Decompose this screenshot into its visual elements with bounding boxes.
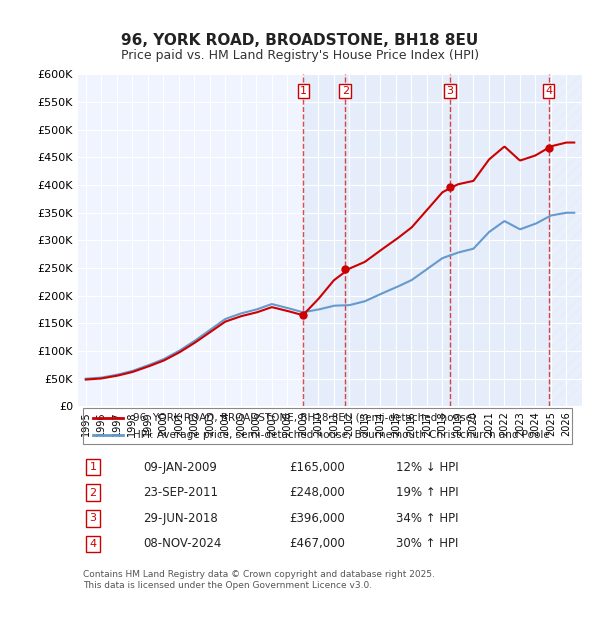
Bar	[548, 74, 582, 406]
Bar	[345, 74, 450, 406]
Text: 09-JAN-2009: 09-JAN-2009	[143, 461, 217, 474]
Text: £396,000: £396,000	[290, 512, 346, 525]
Text: 34% ↑ HPI: 34% ↑ HPI	[395, 512, 458, 525]
Text: 3: 3	[89, 513, 97, 523]
Text: 96, YORK ROAD, BROADSTONE, BH18 8EU: 96, YORK ROAD, BROADSTONE, BH18 8EU	[121, 33, 479, 48]
Text: 1: 1	[89, 462, 97, 472]
Text: 08-NOV-2024: 08-NOV-2024	[143, 538, 222, 551]
Text: Contains HM Land Registry data © Crown copyright and database right 2025.
This d: Contains HM Land Registry data © Crown c…	[83, 570, 435, 590]
Text: 2: 2	[89, 488, 97, 498]
Text: 30% ↑ HPI: 30% ↑ HPI	[395, 538, 458, 551]
Text: £248,000: £248,000	[290, 486, 346, 499]
Text: £165,000: £165,000	[290, 461, 346, 474]
Text: 96, YORK ROAD, BROADSTONE, BH18 8EU (semi-detached house): 96, YORK ROAD, BROADSTONE, BH18 8EU (sem…	[133, 412, 476, 423]
Text: £467,000: £467,000	[290, 538, 346, 551]
Bar	[304, 74, 345, 406]
Text: 4: 4	[545, 86, 552, 96]
Text: 23-SEP-2011: 23-SEP-2011	[143, 486, 218, 499]
Text: 3: 3	[446, 86, 454, 96]
Text: Price paid vs. HM Land Registry's House Price Index (HPI): Price paid vs. HM Land Registry's House …	[121, 50, 479, 62]
Text: 12% ↓ HPI: 12% ↓ HPI	[395, 461, 458, 474]
Text: 29-JUN-2018: 29-JUN-2018	[143, 512, 218, 525]
Bar	[450, 74, 548, 406]
Text: 2: 2	[341, 86, 349, 96]
Text: 4: 4	[89, 539, 97, 549]
Text: 19% ↑ HPI: 19% ↑ HPI	[395, 486, 458, 499]
Text: HPI: Average price, semi-detached house, Bournemouth Christchurch and Poole: HPI: Average price, semi-detached house,…	[133, 430, 550, 440]
Text: 1: 1	[300, 86, 307, 96]
